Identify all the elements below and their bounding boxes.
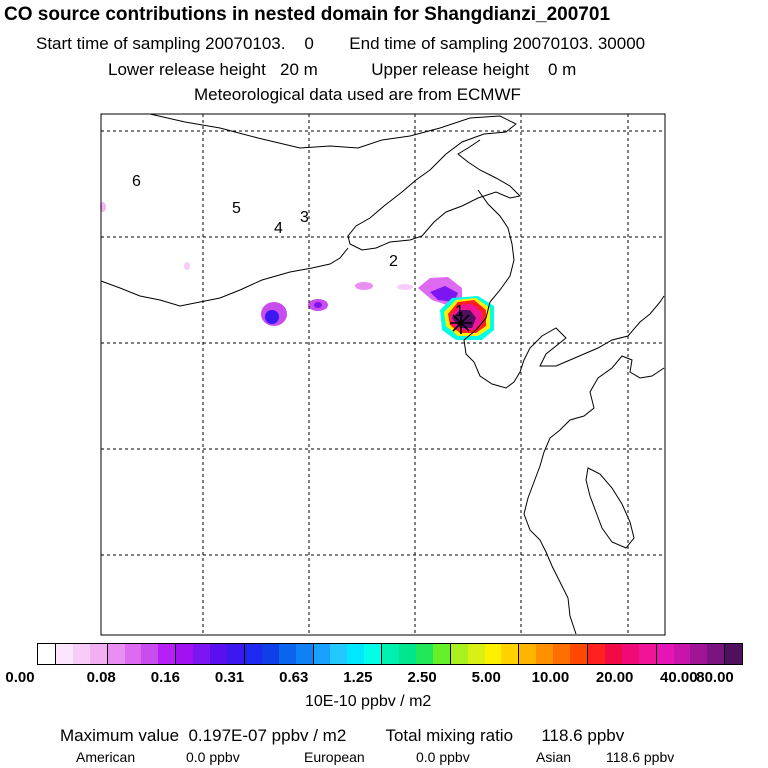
colorbar-segment — [673, 644, 691, 664]
colorbar-segment — [330, 644, 348, 664]
colorbar-segment — [244, 644, 262, 664]
coastline — [523, 355, 665, 635]
colorbar-unit: 10E-10 ppbv / m2 — [305, 693, 432, 710]
colorbar-segment — [89, 644, 108, 664]
sampling-times: Start time of sampling 20070103. 0 End t… — [36, 34, 645, 54]
map-panel: 1 2 3 4 5 6 — [100, 113, 666, 636]
coastlines — [100, 113, 665, 635]
plume-patch — [430, 286, 458, 302]
coastline — [100, 247, 349, 307]
colorbar-segment — [519, 644, 537, 664]
colorbar-segment — [621, 644, 639, 664]
colorbar-segment — [638, 644, 657, 664]
colorbar-tick-label: 0.63 — [279, 669, 309, 686]
colorbar-segment — [536, 644, 554, 664]
lower-release-height: Lower release height 20 m — [108, 60, 318, 79]
asian-value: 118.6 ppbv — [606, 749, 675, 765]
colorbar-tick-label: 80.00 — [696, 669, 734, 686]
release-heights: Lower release height 20 m Upper release … — [108, 60, 576, 80]
lat-lon-grid — [101, 114, 665, 635]
colorbar-segment — [313, 644, 331, 664]
colorbar-segment — [226, 644, 245, 664]
coastline — [149, 113, 522, 251]
colorbar-tick-label: 0.08 — [86, 669, 116, 686]
colorbar-tick-label: 2.50 — [407, 669, 437, 686]
american-value: 0.0 ppbv — [186, 749, 240, 765]
colorbar-segment — [484, 644, 502, 664]
summary-line: Maximum value 0.197E-07 ppbv / m2 Total … — [60, 726, 624, 746]
colorbar-segment — [725, 644, 743, 664]
region-label-3: 3 — [300, 209, 309, 226]
colorbar-segment — [656, 644, 674, 664]
colorbar — [37, 643, 743, 665]
colorbar-segment — [176, 644, 194, 664]
colorbar-segment — [38, 644, 56, 664]
colorbar-tick-label: 0.00 — [5, 669, 35, 686]
asian-label: Asian — [536, 749, 572, 765]
coastline — [463, 189, 665, 389]
colorbar-segment — [261, 644, 279, 664]
colorbar-segment — [467, 644, 485, 664]
colorbar-segment — [570, 644, 588, 664]
colorbar-segment — [141, 644, 159, 664]
region-label-6: 6 — [132, 173, 141, 190]
colorbar-segment — [158, 644, 177, 664]
colorbar-segment — [55, 644, 73, 664]
region-label-5: 5 — [232, 200, 241, 217]
start-time: Start time of sampling 20070103. 0 — [36, 34, 314, 53]
colorbar-tick-label: 20.00 — [595, 669, 634, 686]
colorbar-tick-label: 0.31 — [214, 669, 245, 686]
colorbar-segment — [124, 644, 142, 664]
european-label: European — [304, 749, 365, 765]
colorbar-segment — [415, 644, 433, 664]
colorbar-segment — [604, 644, 622, 664]
colorbar-segment — [450, 644, 468, 664]
colorbar-segment — [382, 644, 400, 664]
colorbar-segment — [501, 644, 520, 664]
plume-patch — [184, 262, 190, 270]
colorbar-tick-label: 10.00 — [531, 669, 570, 686]
colorbar-tick-label: 1.25 — [343, 669, 373, 686]
region-label-1: 1 — [455, 303, 464, 320]
colorbar-segment — [72, 644, 90, 664]
colorbar-segment — [707, 644, 726, 664]
plume-patch — [397, 284, 413, 290]
colorbar-segment — [107, 644, 125, 664]
colorbar-segment — [193, 644, 211, 664]
end-time: End time of sampling 20070103. 30000 — [349, 34, 646, 53]
colorbar-segment — [399, 644, 416, 664]
colorbar-segment — [347, 644, 365, 664]
plume-patch — [314, 302, 322, 308]
plume-patch — [355, 282, 373, 290]
region-label-2: 2 — [389, 253, 398, 270]
total-mixing-ratio: Total mixing ratio 118.6 ppbv — [385, 726, 625, 745]
colorbar-tick-label: 5.00 — [471, 669, 501, 686]
colorbar-segment — [588, 644, 605, 664]
region-label-4: 4 — [274, 220, 283, 237]
map-frame — [100, 113, 666, 636]
station-star-icon — [450, 312, 472, 334]
colorbar-segment — [553, 644, 571, 664]
european-value: 0.0 ppbv — [416, 749, 470, 765]
american-label: American — [76, 749, 136, 765]
met-data-source: Meteorological data used are from ECMWF — [194, 85, 521, 104]
colorbar-segment — [295, 644, 314, 664]
upper-release-height: Upper release height 0 m — [371, 60, 577, 79]
colorbar-segment — [364, 644, 383, 664]
colorbar-tick-label: 0.16 — [150, 669, 180, 686]
colorbar-segment — [278, 644, 296, 664]
colorbar-tick-label: 40.00 — [660, 669, 698, 686]
plume-patch — [265, 310, 279, 324]
colorbar-segment — [690, 644, 708, 664]
coastline — [585, 467, 635, 549]
colorbar-segment — [210, 644, 227, 664]
max-value: Maximum value 0.197E-07 ppbv / m2 — [60, 726, 347, 745]
plot-title: CO source contributions in nested domain… — [4, 4, 611, 25]
colorbar-segment — [432, 644, 451, 664]
